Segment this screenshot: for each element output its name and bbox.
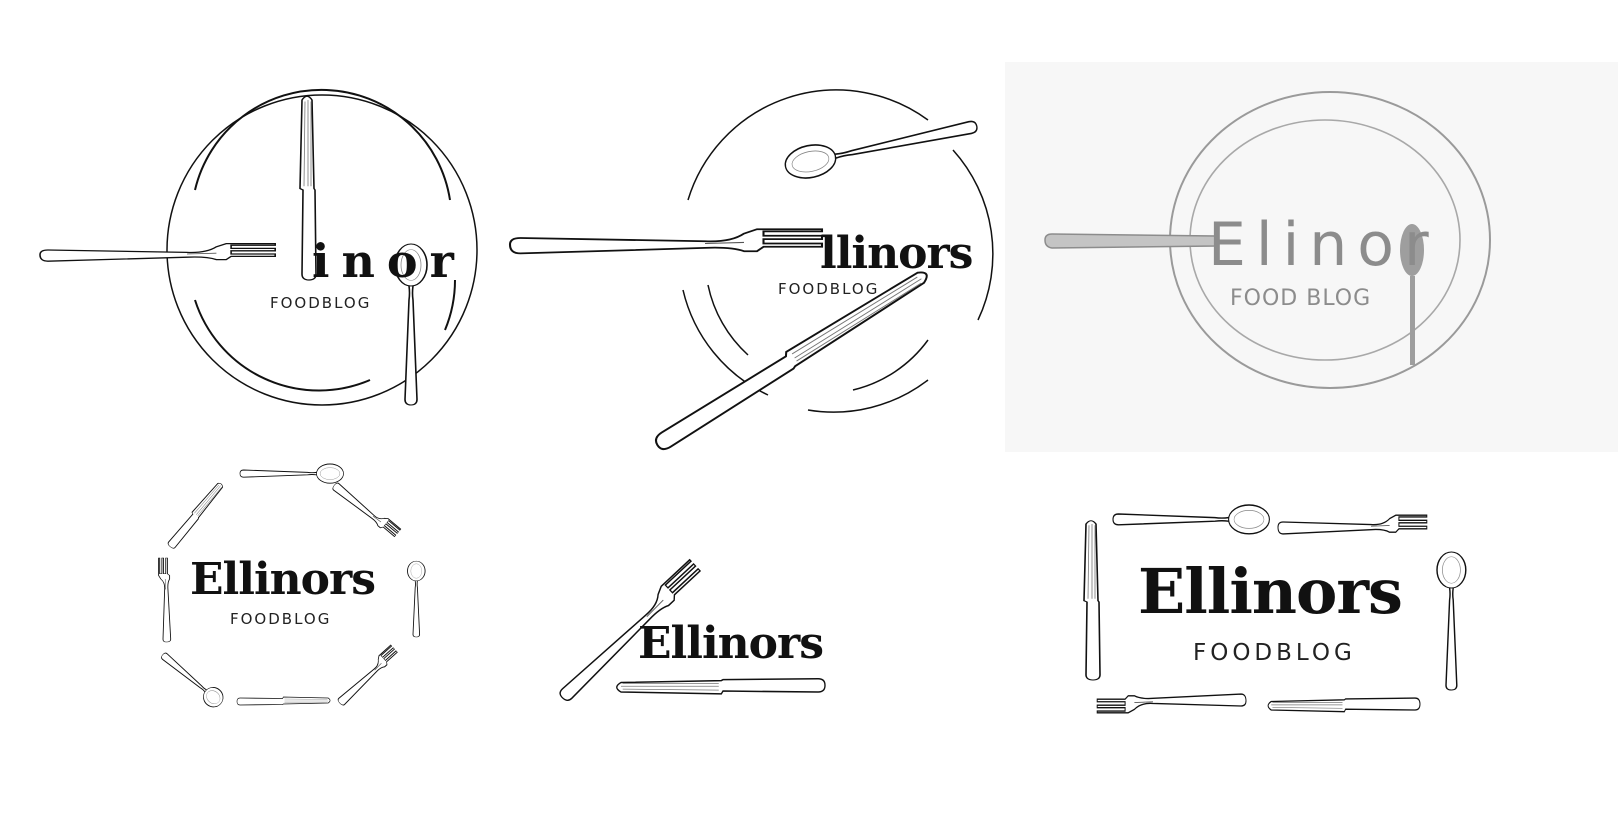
logo-fork-knife-corner: Ellinors	[550, 548, 840, 708]
subtitle-text: FOODBLOG	[1193, 640, 1356, 666]
plate-icon	[166, 88, 478, 406]
spoon-icon	[1400, 224, 1424, 365]
knife-icon	[1044, 233, 1216, 249]
brand-text: Ellinors	[190, 554, 376, 605]
brand-text: Elinor	[1208, 210, 1439, 280]
logo-cutlery-ring: Ellinors FOODBLOG	[145, 462, 426, 712]
brand-text: Ellinors	[638, 618, 824, 669]
subtitle-text: FOOD BLOG	[1230, 286, 1372, 311]
brand-text: inor	[312, 234, 466, 288]
plate-icon	[682, 89, 994, 413]
logo-pencil-sketch: Elinor FOOD BLOG	[1040, 90, 1500, 400]
subtitle-text: FOODBLOG	[230, 610, 332, 628]
brand-text: Ellinors	[1138, 555, 1403, 628]
logo-plate-fork-knife: llinors FOODBLOG	[508, 89, 998, 455]
logo-cutlery-frame: Ellinors FOODBLOG	[1078, 500, 1478, 725]
subtitle-text: FOODBLOG	[778, 280, 880, 298]
brand-text: llinors	[820, 228, 973, 279]
logo-plate-knife-spoon: inor FOODBLOG	[39, 88, 480, 420]
subtitle-text: FOODBLOG	[270, 294, 372, 312]
